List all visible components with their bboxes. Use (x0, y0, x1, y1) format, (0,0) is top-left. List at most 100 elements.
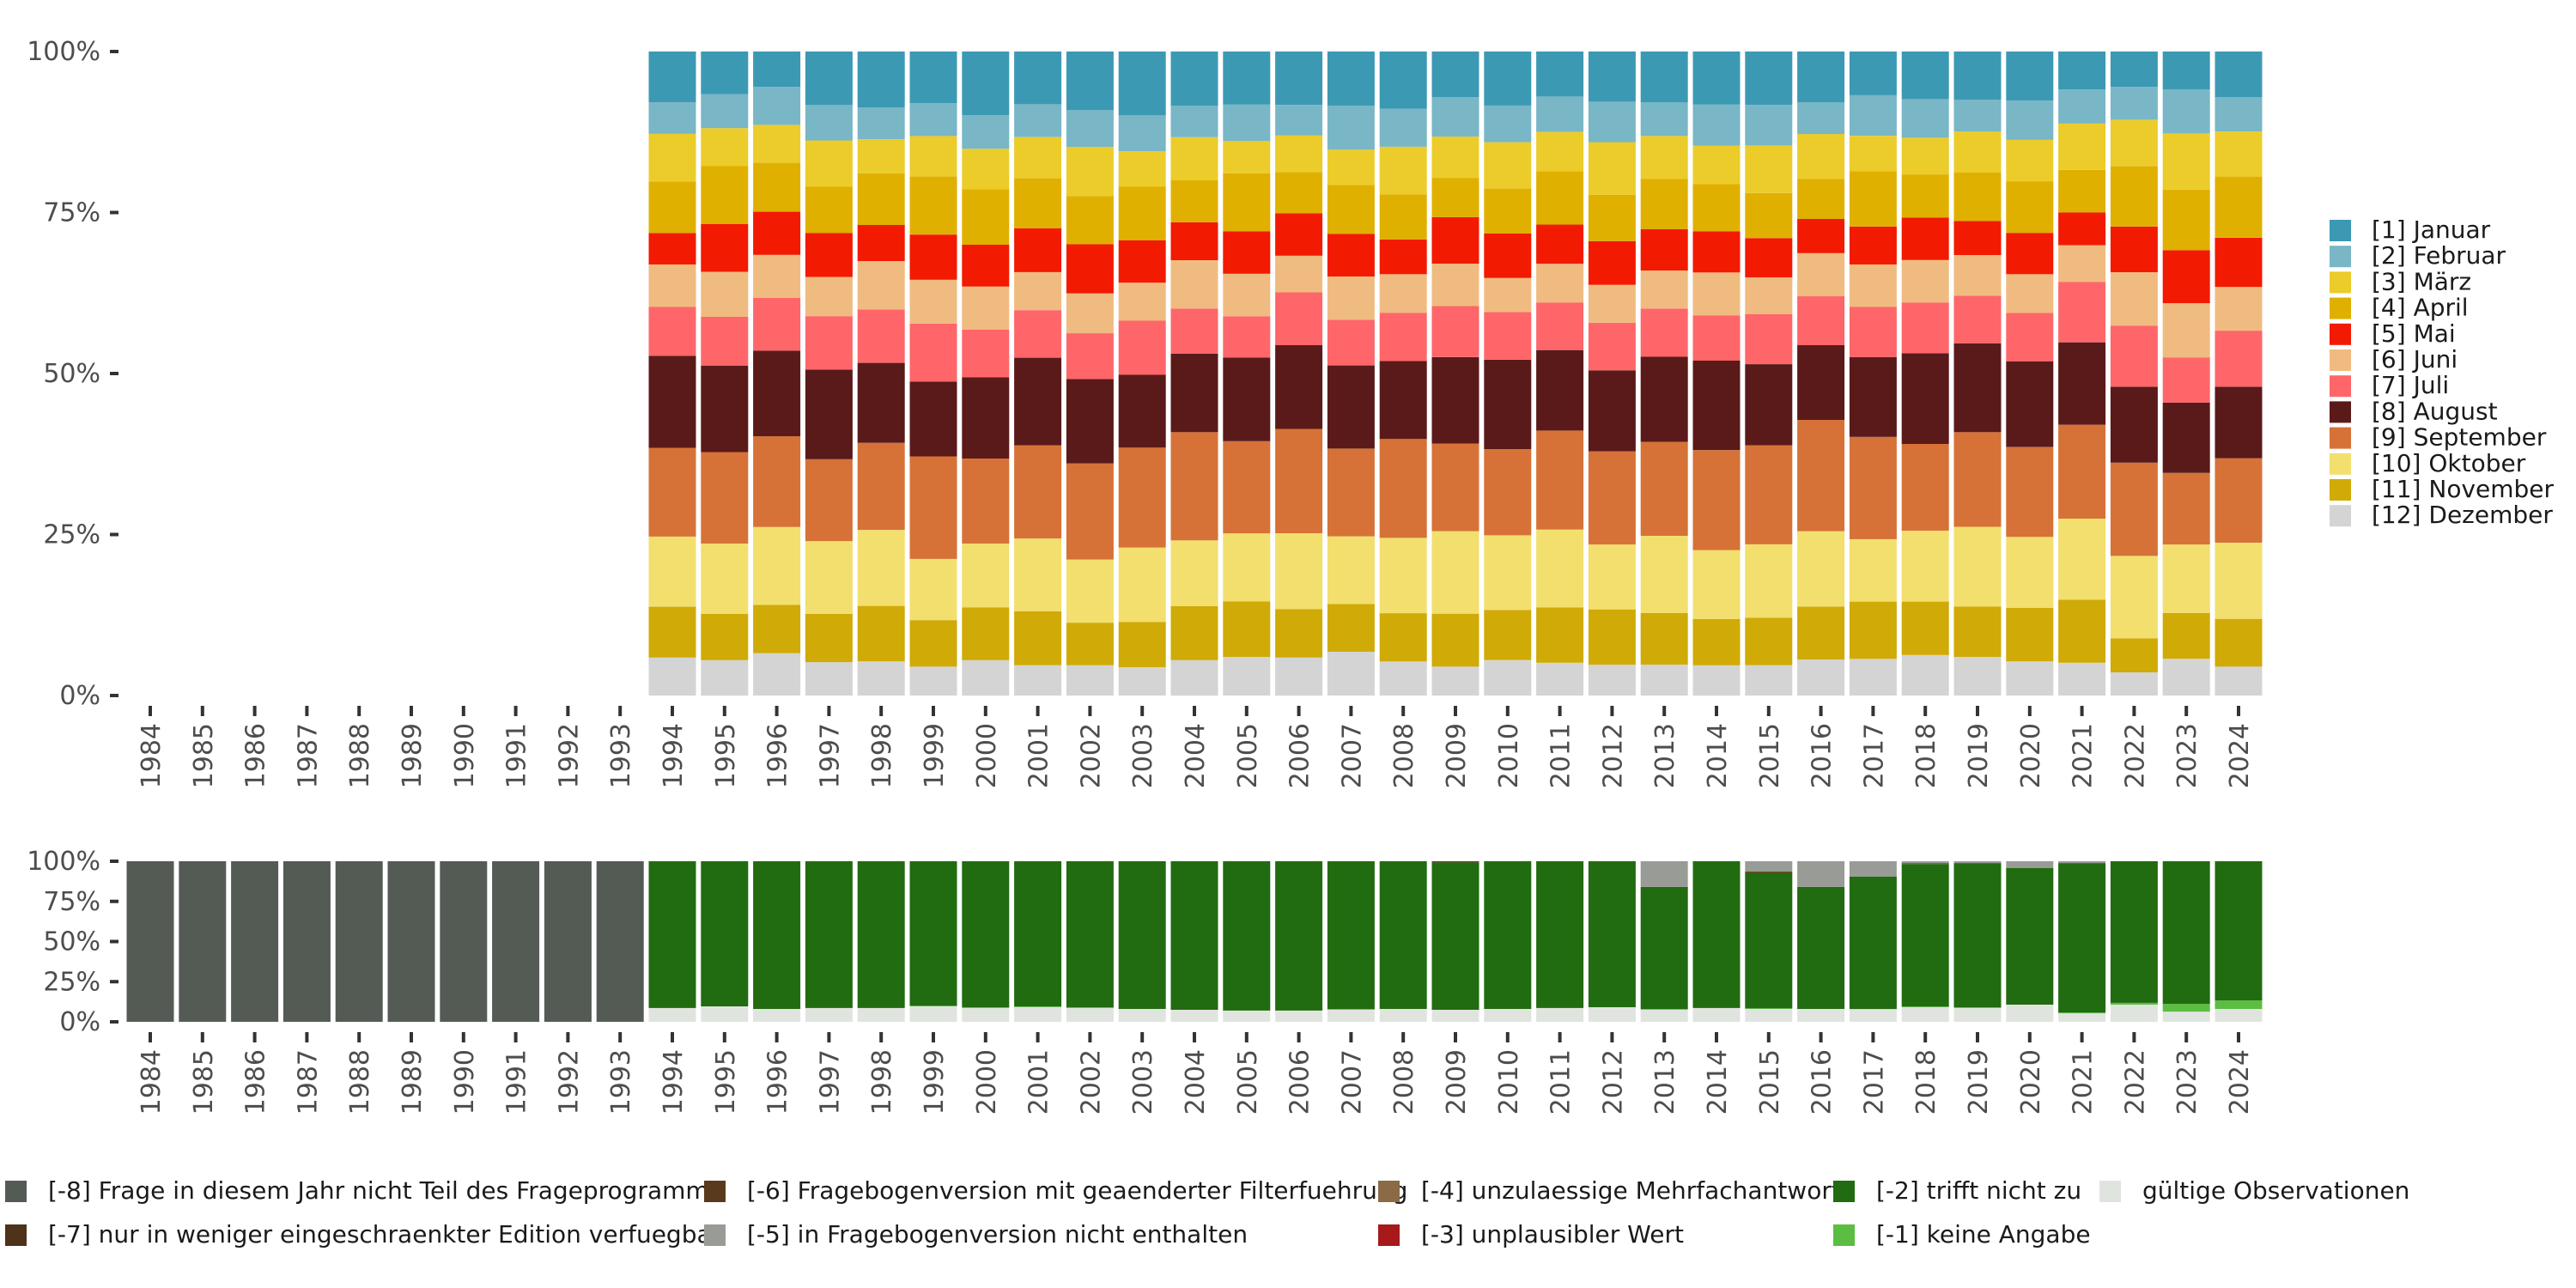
bar-segment (1223, 657, 1271, 696)
bar-segment (492, 861, 540, 1022)
bar-segment (2215, 131, 2263, 177)
legend-item: [-7] nur in weniger eingeschraenkter Edi… (5, 1220, 722, 1249)
y-tick-label: 100% (27, 847, 100, 877)
bar-segment (1640, 308, 1688, 357)
bar-segment (753, 298, 801, 351)
bar-segment (2058, 123, 2106, 170)
bar-segment (126, 861, 174, 1022)
bar-segment (1066, 1007, 1114, 1022)
bar-segment (909, 666, 957, 696)
bar-segment (2058, 424, 2106, 519)
bar-segment (1379, 313, 1427, 361)
x-tick-mark (1193, 706, 1196, 716)
x-tick-label: 2011 (1546, 1049, 1577, 1115)
y-tick-label: 25% (43, 967, 100, 997)
bar-segment (1275, 345, 1323, 429)
legend-label: gültige Observationen (2142, 1176, 2409, 1205)
legend-swatch (704, 1224, 726, 1246)
x-tick-mark (1401, 1032, 1406, 1042)
bar-segment (1849, 307, 1897, 357)
bar-segment (1484, 449, 1532, 536)
bar-segment (1066, 293, 1114, 333)
legend-swatch (5, 1224, 27, 1246)
bar-segment (1692, 618, 1741, 665)
bar-segment (335, 861, 383, 1022)
bar-segment (1745, 145, 1793, 193)
x-tick-mark (2080, 1032, 2084, 1042)
x-tick-label: 2014 (1703, 723, 1733, 788)
x-tick-mark (1505, 1032, 1510, 1042)
bar-segment (2006, 100, 2054, 140)
bar-segment (1588, 544, 1636, 610)
bar-segment (1379, 361, 1427, 440)
x-tick-label: 2004 (1181, 1049, 1211, 1115)
legend-item: [-5] in Fragebogenversion nicht enthalte… (704, 1220, 1248, 1249)
bar-segment (1588, 240, 1636, 285)
x-tick-mark (932, 706, 935, 716)
bar-segment (1431, 613, 1479, 667)
bar-segment (1223, 52, 1271, 105)
bar-segment (2006, 313, 2054, 361)
x-tick-label: 1990 (450, 723, 480, 788)
x-tick-label: 1992 (554, 723, 584, 788)
bar-segment (2058, 342, 2106, 425)
legend-swatch (1833, 1181, 1855, 1202)
bar-segment (962, 1007, 1010, 1008)
bar-segment (1849, 264, 1897, 307)
bar-segment (2110, 325, 2158, 387)
legend-item: [2] Februar (2330, 241, 2506, 270)
x-tick-label: 2009 (1442, 723, 1472, 788)
x-tick-mark (1766, 706, 1771, 716)
bar-segment (2215, 1009, 2263, 1022)
bar-segment (1066, 147, 1114, 197)
bar-segment (1640, 861, 1688, 887)
bar-segment (2215, 176, 2263, 238)
bar-segment (1275, 428, 1323, 533)
legend-label: [1] Januar (2372, 216, 2491, 244)
bar-segment (909, 1006, 957, 1022)
bar-segment (1901, 174, 1949, 218)
bar-segment (1484, 861, 1532, 1009)
y-tick-label: 100% (27, 37, 100, 67)
bar-segment (1797, 296, 1845, 345)
bar-segment (2162, 612, 2210, 659)
x-tick-mark (1349, 706, 1353, 716)
bar-segment (2110, 386, 2158, 463)
bar-segment (648, 606, 696, 658)
bar-segment (1431, 178, 1479, 217)
bar-segment (1692, 450, 1741, 550)
bar-segment (1066, 463, 1114, 560)
legend-item: [-3] unplausibler Wert (1378, 1220, 1684, 1249)
bar-segment (1118, 1009, 1166, 1022)
legend-swatch (1378, 1181, 1400, 1202)
bar-segment (1588, 609, 1636, 665)
bar-segment (805, 541, 853, 614)
bar-segment (1536, 131, 1584, 172)
bar-segment (1536, 349, 1584, 431)
bar-segment (1275, 292, 1323, 345)
bar-segment (1901, 353, 1949, 444)
bar-segment (857, 661, 905, 696)
bar-segment (805, 140, 853, 187)
top-chart-legend: [1] Januar[2] Februar[3] März[4] April[5… (2330, 216, 2555, 529)
bar-segment (648, 657, 696, 696)
bar-segment (857, 605, 905, 662)
bar-segment (1275, 172, 1323, 214)
bar-segment (1745, 861, 1793, 872)
x-tick-mark (410, 706, 413, 716)
bar-segment (1953, 432, 2002, 527)
x-tick-mark (200, 1032, 204, 1042)
x-tick-label: 2021 (2069, 1049, 2099, 1115)
bar-segment (1745, 192, 1793, 239)
bar-segment (1640, 229, 1688, 270)
bar-segment (909, 456, 957, 559)
x-tick-mark (1558, 706, 1562, 716)
legend-swatch (2099, 1181, 2121, 1202)
bar-segment (2058, 89, 2106, 124)
x-tick-mark (827, 706, 831, 716)
bar-segment (387, 861, 435, 1022)
bar-segment (2110, 1005, 2158, 1022)
bar-segment (2162, 89, 2210, 134)
bar-segment (1275, 861, 1323, 1011)
bar-segment (1640, 536, 1688, 613)
